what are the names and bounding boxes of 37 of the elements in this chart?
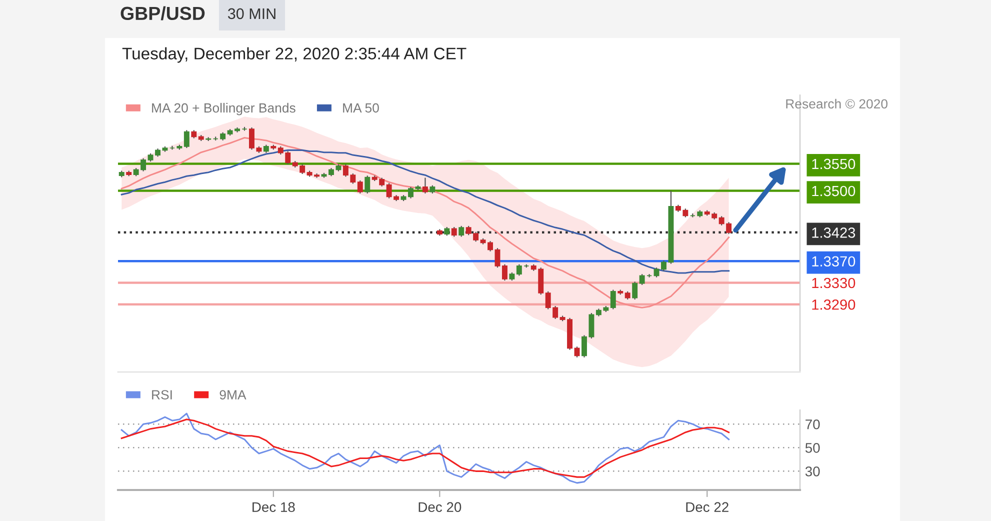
y-tick-label: 1.3290 [812, 299, 856, 310]
y-tick-label: 30 [805, 466, 820, 476]
legend-label: MA 20 + Bollinger Bands [152, 102, 296, 116]
candlestick [494, 248, 500, 268]
candlestick [184, 130, 190, 149]
candlestick [610, 289, 616, 310]
candlestick [357, 180, 363, 194]
line-series [120, 136, 730, 308]
text: Tuesday, December 22, 2020 2:35:44 AM CET [122, 47, 466, 63]
legend-label: MA 50 [343, 103, 379, 113]
legend-label: 9MA [220, 390, 246, 400]
candlestick [646, 274, 652, 278]
candlestick [422, 177, 428, 194]
x-tick-label: Dec 22 [686, 502, 728, 512]
y-tick-label: 50 [805, 442, 820, 453]
y-tick-label: 1.3500 [812, 186, 856, 196]
text: Research © 2020 [786, 98, 888, 109]
candlestick [632, 281, 638, 300]
line-series [120, 418, 730, 478]
chart-subtitle: 30 MIN [228, 8, 276, 20]
y-tick-label: 1.3330 [812, 278, 856, 288]
candlestick [516, 264, 522, 276]
line-series [120, 412, 730, 484]
x-tick-label: Dec 18 [252, 502, 295, 512]
x-tick-label: Dec 20 [418, 502, 462, 512]
y-tick-label: 70 [806, 419, 820, 430]
chart-title: GBP/USD [120, 6, 205, 20]
y-tick-label: 1.3423 [812, 228, 856, 238]
y-tick-label: 1.3370 [812, 256, 856, 267]
y-tick-label: 1.3550 [812, 158, 856, 170]
line-series [120, 149, 730, 274]
candlestick [364, 175, 370, 194]
candlestick [502, 264, 508, 282]
candlestick [639, 274, 645, 286]
candlestick [458, 225, 464, 238]
candlestick [451, 226, 457, 238]
legend-label: RSI [152, 390, 172, 400]
